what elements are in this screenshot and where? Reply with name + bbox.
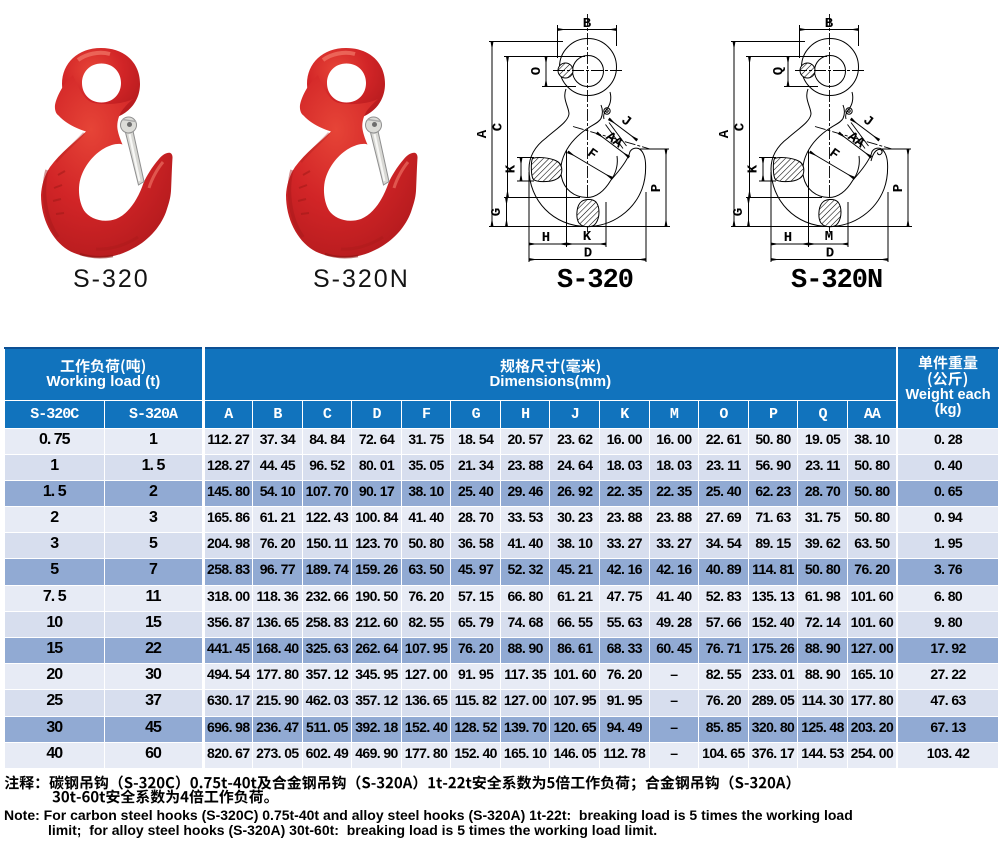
svg-text:O: O: [529, 67, 545, 75]
svg-text:K: K: [583, 229, 592, 245]
svg-text:M: M: [825, 229, 833, 245]
svg-text:C: C: [491, 122, 507, 131]
svg-text:P: P: [649, 184, 665, 192]
svg-text:AA: AA: [602, 129, 625, 152]
svg-text:F: F: [584, 146, 600, 164]
svg-text:Q: Q: [771, 67, 787, 75]
svg-text:G: G: [489, 208, 505, 216]
svg-text:D: D: [584, 246, 592, 262]
svg-text:K: K: [504, 164, 520, 173]
svg-text:B: B: [583, 16, 592, 32]
svg-text:H: H: [542, 230, 550, 246]
svg-text:A: A: [475, 129, 491, 138]
